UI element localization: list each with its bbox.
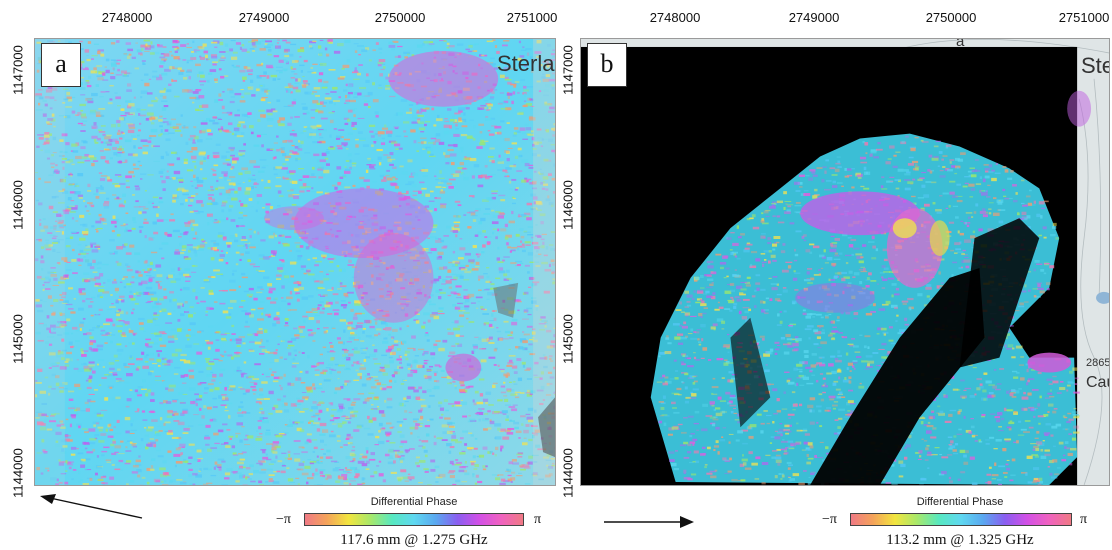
y-tick-label: 1144000 bbox=[10, 448, 26, 498]
place-label: a bbox=[956, 38, 965, 50]
interferogram-map-b: b Sterla a Cau 2865 bbox=[580, 38, 1110, 486]
interferogram-map-a: a Sterla bbox=[34, 38, 556, 486]
y-tick-label: 1147000 bbox=[560, 45, 576, 95]
legend-title: Differential Phase bbox=[916, 496, 1004, 508]
x-tick-label: 2751000 bbox=[1058, 10, 1110, 25]
place-label: Sterla bbox=[497, 51, 555, 76]
x-tick-label: 2748000 bbox=[101, 10, 153, 25]
phase-colorbar bbox=[304, 513, 524, 526]
panel-letter-a: a bbox=[41, 43, 81, 87]
phase-image-b bbox=[581, 39, 1109, 485]
colorbar-max-label: π bbox=[534, 512, 542, 527]
y-tick-label: 1147000 bbox=[10, 45, 26, 95]
phase-image-a bbox=[35, 39, 555, 485]
legend-title: Differential Phase bbox=[370, 496, 458, 508]
panel-a: 2748000 2749000 2750000 2751000 1147000 … bbox=[10, 10, 558, 548]
caption-b: 113.2 mm @ 1.325 GHz bbox=[886, 532, 1034, 548]
y-tick-label: 1145000 bbox=[10, 314, 26, 364]
y-tick-label: 1146000 bbox=[10, 180, 26, 230]
x-tick-label: 2750000 bbox=[925, 10, 977, 25]
colorbar-min-label: −π bbox=[822, 512, 837, 527]
flight-direction-arrow-a bbox=[40, 494, 143, 519]
panel-letter-b: b bbox=[587, 43, 627, 87]
flight-direction-arrow-b bbox=[604, 516, 694, 528]
place-label: Cau bbox=[1086, 374, 1109, 391]
x-tick-label: 2749000 bbox=[238, 10, 290, 25]
caption-a: 117.6 mm @ 1.275 GHz bbox=[340, 532, 488, 548]
panel-b: 2748000 2749000 2750000 2751000 1147000 … bbox=[556, 0, 1112, 550]
x-tick-label: 2750000 bbox=[374, 10, 426, 25]
colorbar-max-label: π bbox=[1080, 512, 1088, 527]
x-tick-label: 2751000 bbox=[506, 10, 558, 25]
phase-colorbar bbox=[850, 513, 1072, 526]
y-tick-label: 1145000 bbox=[560, 314, 576, 364]
x-tick-label: 2749000 bbox=[788, 10, 840, 25]
place-label: 2865 bbox=[1086, 357, 1110, 369]
colorbar-min-label: −π bbox=[276, 512, 291, 527]
y-tick-label: 1144000 bbox=[560, 448, 576, 498]
y-tick-label: 1146000 bbox=[560, 180, 576, 230]
x-tick-label: 2748000 bbox=[649, 10, 701, 25]
place-label: Sterla bbox=[1081, 53, 1109, 78]
